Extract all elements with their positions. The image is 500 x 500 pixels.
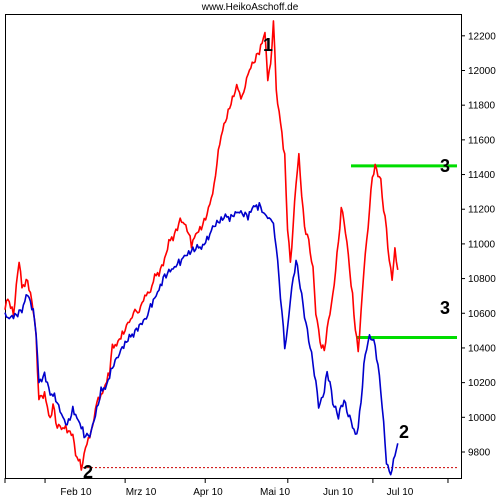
- y-axis: 9800 10000 10200 10400 10600 10800 11000 11200 1…: [461, 31, 496, 458]
- y-tick-label: 10200: [468, 378, 496, 389]
- annotation-label: 2: [399, 422, 409, 442]
- watermark: www.HeikoAschoff.de: [201, 2, 299, 13]
- x-tick-label: Jul 10: [387, 487, 414, 498]
- y-tick-label: 11000: [468, 239, 496, 250]
- x-tick-label: Mai 10: [260, 487, 290, 498]
- series-group: [4, 20, 399, 476]
- x-tick-label: Mrz 10: [126, 487, 157, 498]
- y-tick-label: 12000: [468, 66, 496, 77]
- annotation-label: 3: [440, 156, 450, 176]
- annotation-label: 3: [440, 298, 450, 318]
- x-tick-label: Feb 10: [60, 487, 92, 498]
- y-tick-label: 10800: [468, 274, 496, 285]
- series-line-2: [4, 202, 399, 476]
- y-tick-label: 11800: [468, 101, 496, 112]
- y-tick-label: 9800: [468, 447, 491, 458]
- x-tick-label: Jun 10: [323, 487, 353, 498]
- y-tick-label: 11400: [468, 170, 496, 181]
- y-tick-label: 10000: [468, 413, 496, 424]
- series-line-1: [4, 20, 399, 471]
- x-axis: Feb 10 Mrz 10 Apr 10 Mai 10 Jun 10 Jul 10: [4, 478, 449, 498]
- y-tick-label: 11200: [468, 205, 496, 216]
- y-tick-label: 10600: [468, 309, 496, 320]
- annotation-label: 1: [263, 35, 273, 55]
- annotation-label: 2: [83, 462, 93, 482]
- y-tick-label: 11600: [468, 135, 496, 146]
- plot-frame: [5, 14, 462, 479]
- x-tick-label: Apr 10: [193, 487, 223, 498]
- annotations: 1 2 2 3 3: [83, 35, 450, 482]
- y-tick-label: 10400: [468, 343, 496, 354]
- y-tick-label: 12200: [468, 31, 496, 42]
- reference-lines: [83, 164, 458, 469]
